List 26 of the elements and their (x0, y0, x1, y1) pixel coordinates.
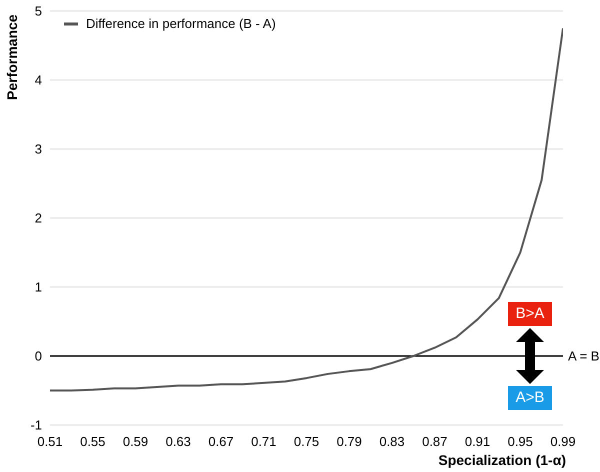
x-tick-label: 0.83 (379, 434, 405, 450)
x-tick-label: 0.75 (294, 434, 320, 450)
ref-line-label: A = B (568, 348, 600, 364)
y-tick-label: 3 (34, 142, 42, 157)
x-tick-label: 0.67 (208, 434, 234, 450)
y-tick-label: 1 (34, 280, 42, 295)
y-tick-label: 4 (34, 72, 42, 88)
x-tick-label: 0.99 (550, 434, 576, 450)
annotation: B>A (508, 302, 552, 326)
y-axis-title: Performance (4, 14, 20, 100)
y-tick-label: 0 (34, 348, 42, 364)
y-tick-label: -1 (30, 418, 42, 433)
x-tick-label: 0.79 (336, 434, 362, 450)
annotation: A>B (508, 386, 552, 410)
x-tick-label: 0.91 (464, 434, 490, 450)
x-tick-label: 0.63 (166, 434, 191, 450)
x-tick-label: 0.71 (251, 434, 276, 450)
x-axis-title: Specialization (1-α) (438, 452, 566, 468)
x-tick-label: 0.95 (508, 434, 533, 450)
y-tick-label: 2 (34, 210, 42, 226)
x-tick-label: 0.55 (80, 434, 106, 450)
legend-label: Difference in performance (B - A) (86, 16, 276, 31)
x-tick-label: 0.59 (122, 434, 148, 450)
x-tick-label: 0.87 (422, 434, 448, 450)
y-tick-label: 5 (34, 4, 42, 19)
x-tick-label: 0.51 (37, 434, 63, 450)
